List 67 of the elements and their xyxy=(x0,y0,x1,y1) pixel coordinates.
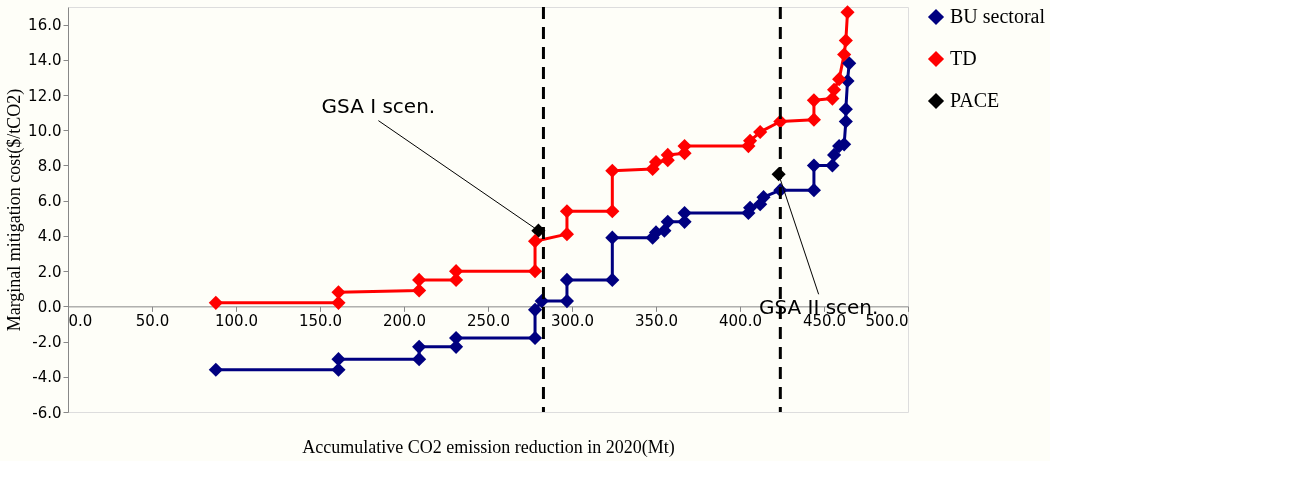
y-tick-label: 16.0 xyxy=(28,16,62,35)
x-axis-title: Accumulative CO2 emission reduction in 2020(Mt) xyxy=(302,436,675,458)
point xyxy=(331,362,346,377)
point xyxy=(827,82,842,97)
point xyxy=(842,56,857,71)
y-tick-label: -6.0 xyxy=(32,403,62,422)
point xyxy=(605,163,620,178)
point xyxy=(412,352,427,367)
point xyxy=(806,158,821,173)
point xyxy=(559,204,575,219)
point xyxy=(753,124,768,140)
point xyxy=(559,227,575,242)
point xyxy=(331,352,346,367)
point xyxy=(806,93,821,108)
point xyxy=(559,293,575,309)
x-tick-label: 200.0 xyxy=(383,311,426,330)
point xyxy=(756,190,771,205)
point xyxy=(331,285,346,300)
point xyxy=(527,264,543,279)
y-tick-label: -2.0 xyxy=(32,333,62,352)
point xyxy=(605,204,620,219)
y-axis-title: Marginal mitigation cost($/tCO2) xyxy=(4,88,26,332)
legend-label: PACE xyxy=(950,89,1000,111)
y-tick-label: 0.0 xyxy=(37,297,62,316)
x-tick-label: 0.0 xyxy=(68,311,93,330)
point xyxy=(527,330,543,346)
point xyxy=(648,154,664,170)
y-tick-label: 12.0 xyxy=(28,86,62,105)
point xyxy=(840,5,855,20)
point xyxy=(832,72,847,87)
point xyxy=(605,230,620,245)
y-tick-label: 14.0 xyxy=(28,51,62,70)
point xyxy=(208,362,223,377)
legend-label: BU sectoral xyxy=(950,5,1046,27)
point xyxy=(412,283,427,298)
point xyxy=(827,147,842,162)
point xyxy=(559,272,575,288)
point xyxy=(527,302,543,317)
annotation: GSA I scen. xyxy=(321,93,436,118)
x-tick-label: 350.0 xyxy=(635,311,678,330)
point xyxy=(838,33,853,48)
point xyxy=(412,272,427,288)
point xyxy=(527,234,543,249)
y-tick-label: -4.0 xyxy=(32,368,62,387)
x-tick-label: 400.0 xyxy=(719,311,762,330)
point xyxy=(806,183,821,198)
point xyxy=(660,214,675,229)
x-tick-label: 300.0 xyxy=(551,311,594,330)
point xyxy=(825,158,840,173)
point xyxy=(837,47,852,62)
y-tick-label: 4.0 xyxy=(37,227,62,246)
y-tick-label: 2.0 xyxy=(37,262,62,281)
point xyxy=(838,114,853,129)
y-tick-label: 10.0 xyxy=(28,121,62,140)
x-tick-label: 250.0 xyxy=(467,311,510,330)
x-tick-label: 50.0 xyxy=(135,311,170,330)
point xyxy=(412,339,427,354)
point xyxy=(838,102,853,117)
y-tick-label: 6.0 xyxy=(37,192,62,211)
point xyxy=(208,295,223,310)
x-tick-label: 100.0 xyxy=(215,311,258,330)
legend-label: TD xyxy=(950,47,977,69)
x-tick-label: 150.0 xyxy=(299,311,342,330)
point xyxy=(605,272,620,288)
point xyxy=(806,112,821,127)
y-tick-label: 8.0 xyxy=(37,156,62,175)
point xyxy=(331,295,346,310)
